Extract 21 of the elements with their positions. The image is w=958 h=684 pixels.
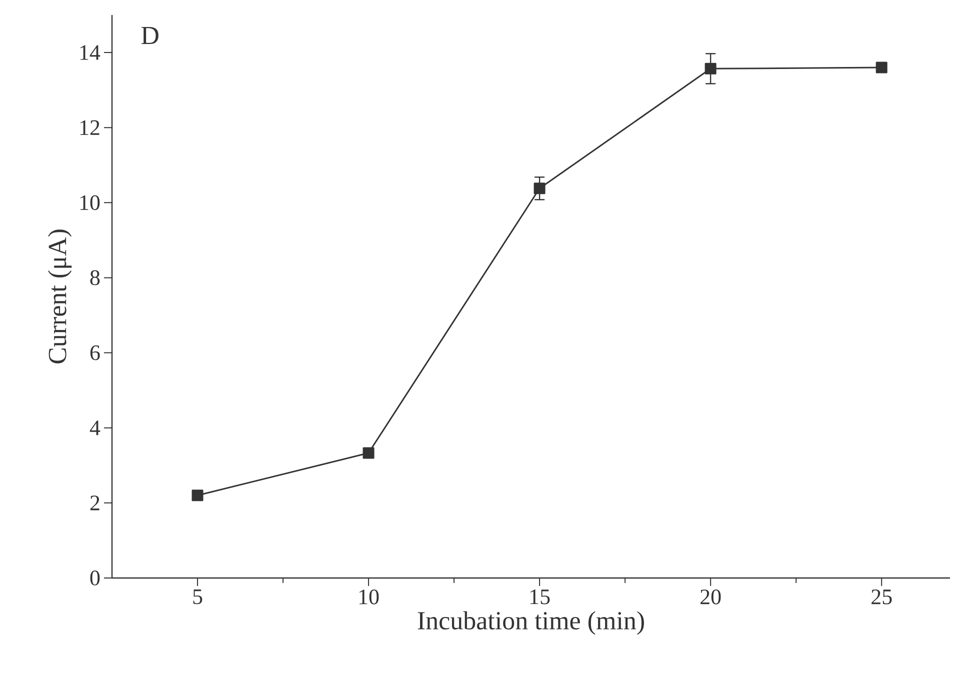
x-axis-title: Incubation time (min) [418,611,644,635]
x-tick-label: 25 [872,590,892,604]
y-tick-label: 8 [90,270,100,286]
point [362,447,374,459]
y-tick-label: 4 [90,420,100,436]
y-tick-label: 10 [80,195,100,210]
y-tick-label: 0 [90,570,100,586]
x-tick-label: 20 [700,590,721,604]
y-tick-label: 12 [80,120,100,135]
x-tick-label: 5 [193,590,202,604]
y-axis-title: Current (μA) [48,230,72,364]
annotation: D [141,26,158,44]
x-tick-label: 10 [359,590,379,604]
point [192,490,204,502]
point [704,62,716,74]
x-tick-label: 15 [530,590,550,604]
y-tick-label: 6 [90,345,100,360]
y-tick-label: 14 [80,45,100,60]
point [876,62,888,74]
y-tick-label: 2 [90,496,100,510]
point [534,182,546,194]
